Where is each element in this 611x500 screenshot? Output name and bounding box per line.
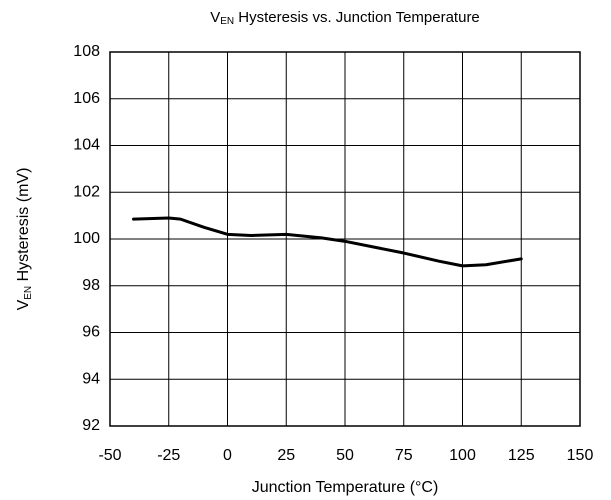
title-part: V <box>210 9 220 26</box>
x-tick-label: 25 <box>277 447 295 464</box>
x-tick-label: -50 <box>98 447 121 464</box>
y-tick-label: 104 <box>73 137 100 154</box>
x-tick-label: 125 <box>508 447 535 464</box>
y-tick-label: 108 <box>73 43 100 60</box>
ylabel-part: V <box>15 299 32 310</box>
x-tick-label: 50 <box>336 447 354 464</box>
y-tick-label: 100 <box>73 230 100 247</box>
title-part: EN <box>220 16 234 27</box>
plot-border <box>109 51 581 427</box>
y-axis-label: VEN Hysteresis (mV) <box>15 168 33 311</box>
y-tick-label: 98 <box>82 277 100 294</box>
y-tick-label: 92 <box>82 417 100 434</box>
x-tick-label: 75 <box>395 447 413 464</box>
x-tick-label: 0 <box>223 447 232 464</box>
y-tick-label: 96 <box>82 324 100 341</box>
data-line <box>132 216 523 268</box>
y-tick-label: 94 <box>82 370 100 387</box>
ylabel-part: EN <box>23 286 34 300</box>
title-part: Hysteresis vs. Junction Temperature <box>234 9 480 26</box>
x-tick-label: -25 <box>157 447 180 464</box>
chart-title: VEN Hysteresis vs. Junction Temperature <box>210 9 480 27</box>
x-tick-label: 150 <box>567 447 594 464</box>
y-tick-label: 106 <box>73 90 100 107</box>
x-tick-label: 100 <box>449 447 476 464</box>
x-axis-label: Junction Temperature (°C) <box>252 479 439 496</box>
y-tick-label: 102 <box>73 183 100 200</box>
ylabel-part: Hysteresis (mV) <box>15 168 32 286</box>
